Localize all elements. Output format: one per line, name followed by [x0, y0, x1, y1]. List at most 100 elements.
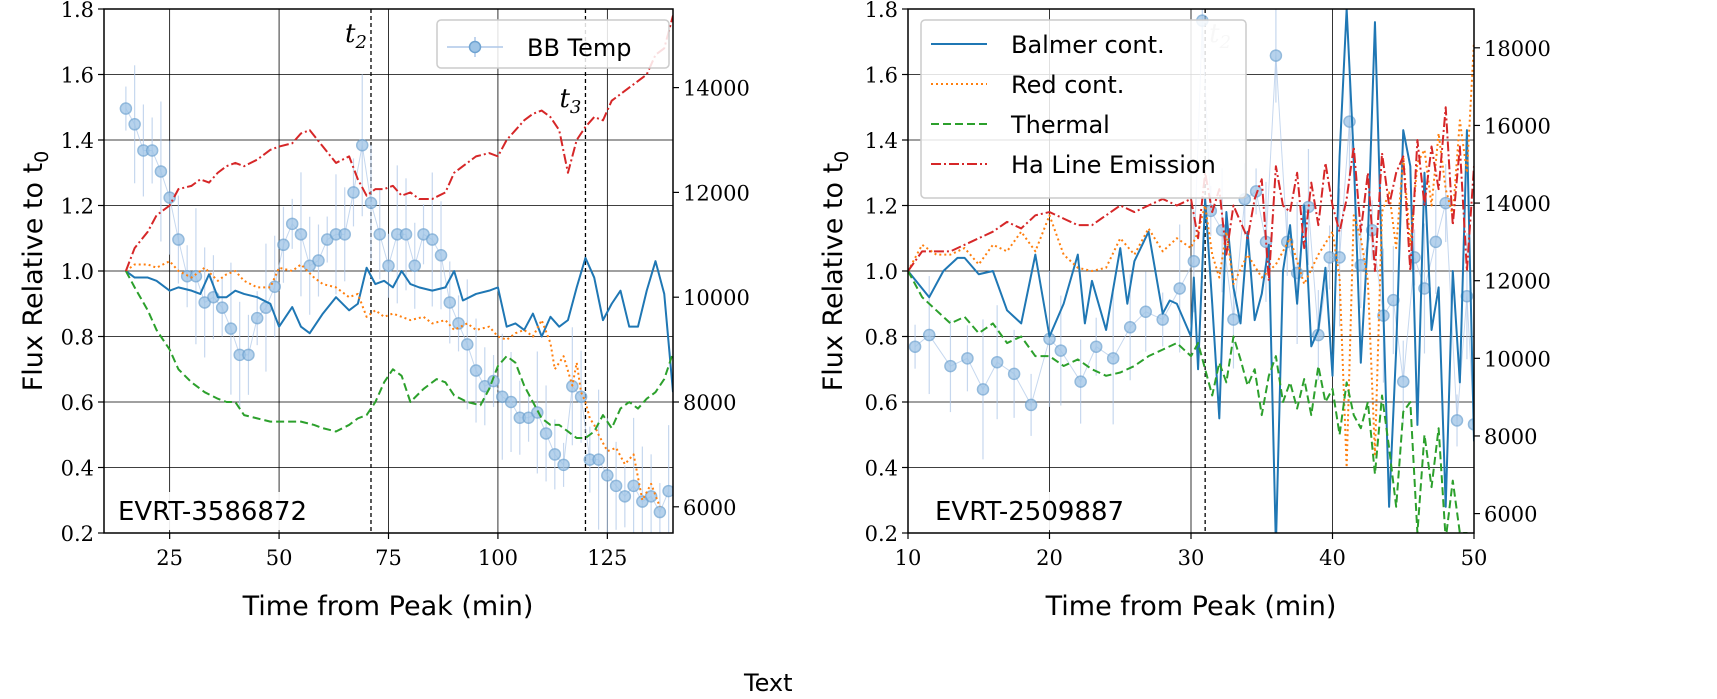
- plot-area: [119, 15, 673, 533]
- y2-tick-label: 8000: [1484, 425, 1537, 449]
- bb-temp-point: [399, 228, 413, 241]
- legend-label: Thermal: [1010, 111, 1110, 139]
- bb-temp-point: [1397, 375, 1410, 388]
- bb-temp-point: [1429, 235, 1443, 249]
- bb-temp-point: [434, 249, 448, 262]
- panel-annotation: EVRT-3586872: [110, 492, 342, 530]
- legend-item: Ha Line Emission: [931, 151, 1216, 179]
- series-thermal: [908, 270, 1469, 533]
- x-tick-label: 30: [1178, 546, 1205, 570]
- series-balmer-cont-: [908, 9, 1474, 533]
- series-ha-line-emission: [124, 15, 673, 272]
- vertical-marker-label-subscript: 3: [570, 97, 581, 118]
- y2-tick-label: 6000: [683, 496, 736, 520]
- bb-temp-point: [1173, 282, 1186, 295]
- bb-temp-point: [1450, 414, 1464, 427]
- y-tick-label: 1.0: [865, 260, 898, 284]
- y-tick-label: 0.6: [61, 391, 94, 415]
- legend: BB Temp: [436, 19, 670, 69]
- legend-box: [920, 19, 1247, 199]
- legend-label: Red cont.: [1011, 71, 1124, 99]
- x-tick-label: 50: [1461, 546, 1488, 570]
- legend-label: BB Temp: [527, 34, 632, 62]
- y2-tick-label: 12000: [683, 181, 750, 205]
- footer-text: Text: [744, 669, 793, 697]
- bb-temp-point: [145, 144, 159, 157]
- y-tick-label: 0.4: [865, 457, 898, 481]
- legend-item: Thermal: [931, 111, 1110, 139]
- y2-tick-label: 14000: [683, 77, 750, 101]
- annotation-text: EVRT-3586872: [118, 497, 307, 527]
- bb-temp-point: [1054, 344, 1068, 357]
- bb-temp-point: [443, 296, 457, 309]
- y-tick-label: 1.4: [61, 129, 94, 153]
- bb-temp-point: [1106, 352, 1120, 365]
- x-axis-label: Time from Peak (min): [1045, 591, 1337, 622]
- bb-temp-point: [268, 280, 281, 293]
- series-red-cont-: [125, 260, 661, 508]
- legend-box: [436, 19, 670, 69]
- y-tick-label: 1.4: [865, 129, 898, 153]
- legend-item: Balmer cont.: [931, 31, 1165, 59]
- plot-area: [908, 9, 1474, 533]
- bb-temp-point: [119, 102, 133, 115]
- bb-temp-point: [469, 364, 483, 377]
- y-tick-label: 0.6: [865, 391, 898, 415]
- bb-temp-point: [922, 328, 936, 342]
- vertical-marker-label-subscript: 2: [354, 32, 366, 53]
- bb-temp-point: [224, 322, 238, 335]
- bb-temp-point: [574, 390, 588, 404]
- y2-tick-label: 10000: [1484, 347, 1551, 371]
- x-axis-label: Time from Peak (min): [242, 591, 534, 622]
- y-axis-label-subscript: 0: [831, 151, 853, 163]
- y-tick-label: 1.2: [61, 195, 94, 219]
- bb-temp-point: [1387, 293, 1400, 307]
- bb-temp-point: [1269, 49, 1283, 62]
- bb-temp-point: [1187, 255, 1201, 268]
- y-tick-label: 1.6: [61, 64, 94, 88]
- bb-temp-point: [426, 233, 439, 246]
- bb-temp-point: [1343, 115, 1356, 128]
- y-tick-label: 0.8: [61, 326, 94, 350]
- legend-item: Red cont.: [931, 71, 1124, 99]
- annotation-background: [927, 492, 1159, 530]
- vertical-marker-label: t3: [559, 84, 581, 118]
- x-tick-label: 25: [156, 546, 183, 570]
- bb-temp-point: [1139, 305, 1152, 319]
- series-thermal: [125, 270, 673, 440]
- y-tick-label: 0.2: [865, 522, 898, 546]
- y2-tick-label: 12000: [1484, 270, 1551, 294]
- annotation-background: [110, 492, 342, 530]
- bb-temp-point: [250, 311, 264, 325]
- vertical-marker-label: t2: [345, 19, 367, 53]
- bb-temp-point: [355, 138, 369, 152]
- y2-tick-label: 14000: [1484, 192, 1551, 216]
- bb-temp-point: [1227, 313, 1240, 326]
- series-balmer-cont-: [125, 256, 673, 393]
- bb-temp-point: [976, 383, 990, 396]
- series-bb-temp: [119, 65, 673, 533]
- bb-temp-point: [961, 352, 974, 365]
- bb-temp-point: [215, 301, 229, 314]
- y-tick-label: 0.2: [61, 522, 94, 546]
- bb-temp-point: [163, 191, 176, 204]
- y-tick-label: 0.8: [865, 326, 898, 350]
- annotation-text: EVRT-2509887: [935, 497, 1124, 527]
- y-axis-label: Flux Relative to t0: [818, 151, 853, 392]
- bb-temp-point: [662, 484, 673, 498]
- bb-temp-point: [172, 233, 185, 246]
- x-tick-label: 10: [895, 546, 922, 570]
- bb-temp-point: [557, 458, 570, 472]
- x-tick-label: 40: [1319, 546, 1346, 570]
- bb-temp-point: [128, 118, 141, 131]
- chart-panel-1: 25 50 75 100 125 0.2 0.4 0.6 0.8 1.0 1.2 1.4 1.6 1.8 6…: [18, 0, 750, 622]
- bb-temp-point: [653, 505, 667, 519]
- bb-temp-point: [277, 238, 290, 252]
- y-tick-label: 1.8: [61, 0, 94, 22]
- y-tick-label: 0.4: [61, 457, 94, 481]
- bb-temp-point: [408, 259, 422, 273]
- bb-temp-point: [601, 469, 614, 482]
- y-axis-label-subscript: 0: [31, 151, 53, 163]
- y-tick-label: 1.2: [865, 195, 898, 219]
- y2-tick-label: 8000: [683, 391, 736, 415]
